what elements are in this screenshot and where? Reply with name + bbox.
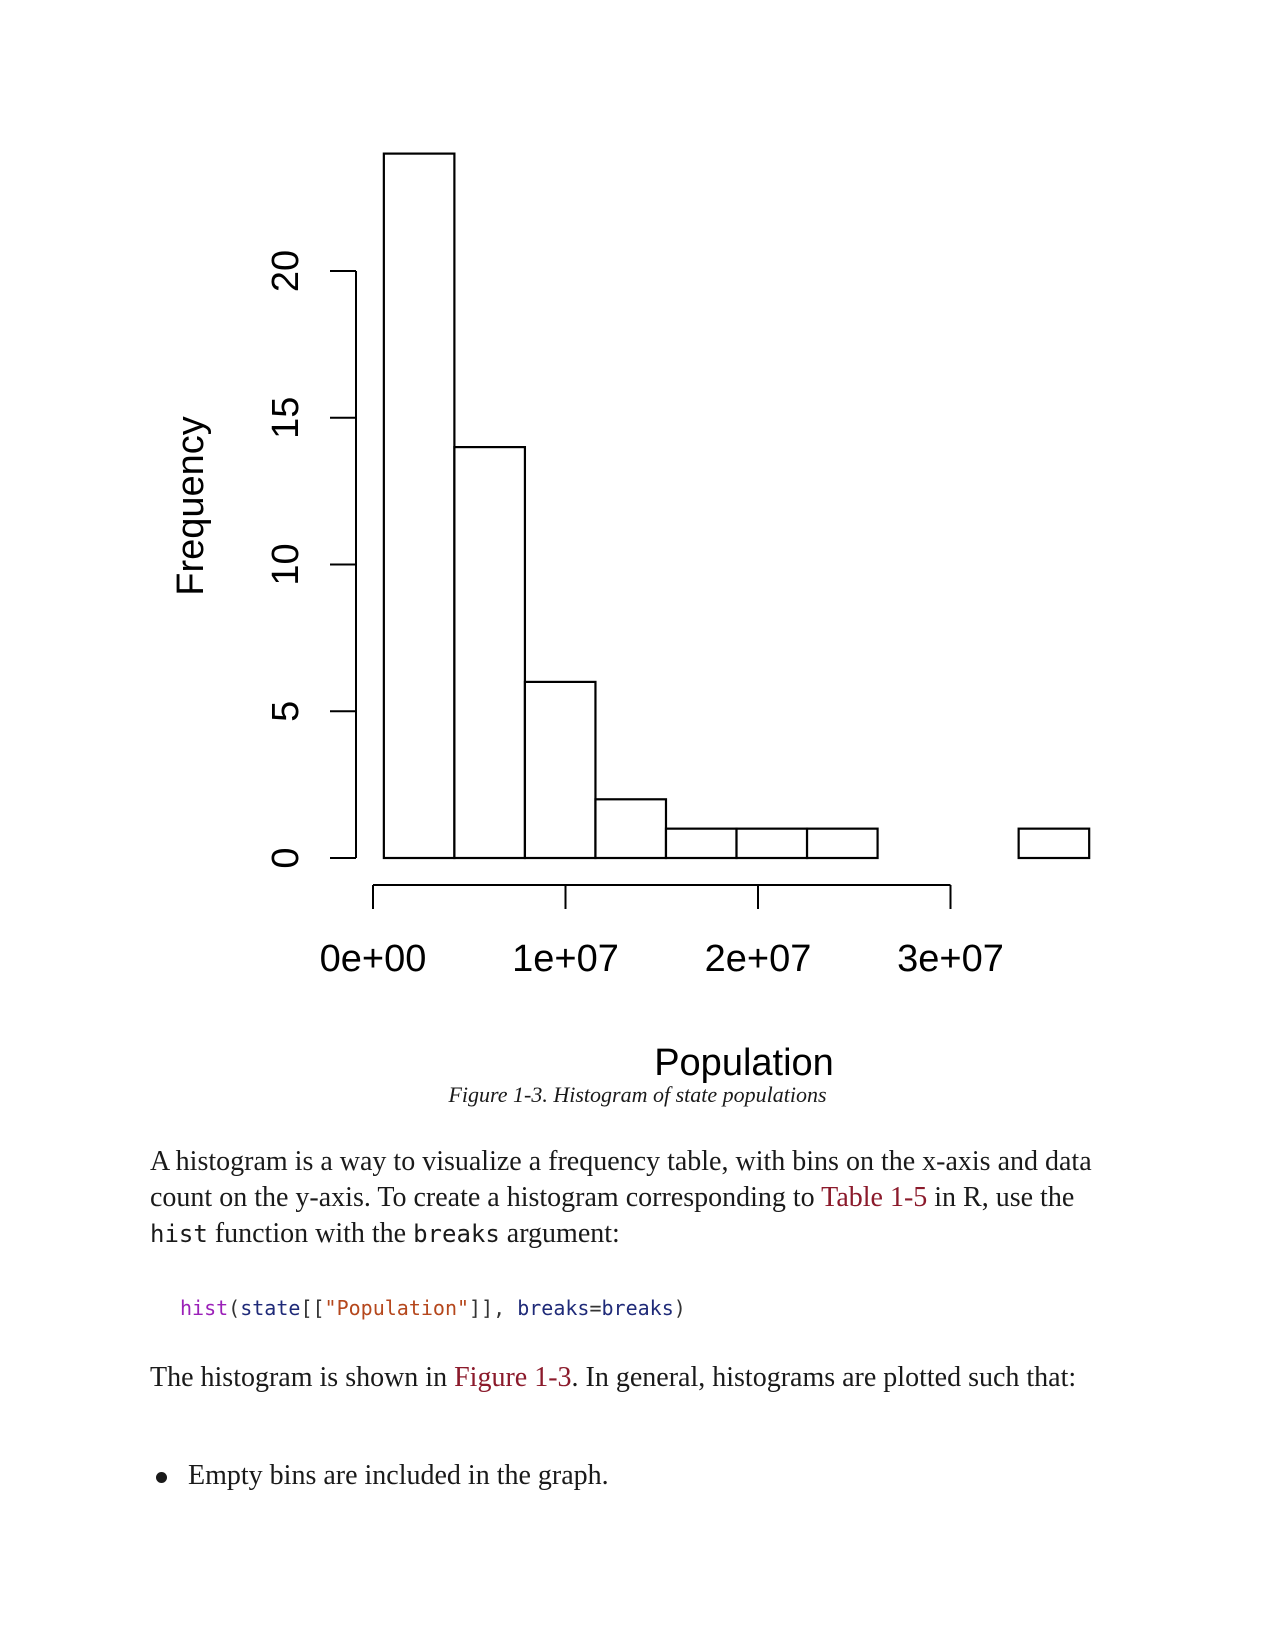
code-function: hist <box>180 1296 229 1320</box>
histogram-bar-1 <box>453 446 527 860</box>
bullet-list: Empty bins are included in the graph. <box>150 1458 609 1494</box>
x-tick-label-2e+07: 2e+07 <box>705 938 812 980</box>
paragraph-histogram-shown: The histogram is shown in Figure 1-3. In… <box>150 1360 1110 1396</box>
inline-code-breaks: breaks <box>413 1220 500 1248</box>
code-equals: = <box>589 1296 602 1320</box>
y-tick-label-0: 0 <box>265 847 307 868</box>
para1-text-1: A histogram is a way to visualize a freq… <box>150 1146 1092 1213</box>
code-identifier-state: state <box>240 1296 301 1320</box>
code-punct-2: [[ <box>300 1296 325 1320</box>
y-tick-label-15: 15 <box>265 397 307 439</box>
y-axis: 0 5 10 15 20 <box>265 250 357 869</box>
y-tick-label-5: 5 <box>265 701 307 722</box>
x-tick-label-0e+00: 0e+00 <box>320 938 427 980</box>
y-axis-label: Frequency <box>170 416 212 596</box>
x-tick-label-3e+07: 3e+07 <box>897 938 1004 980</box>
x-axis-label: Population <box>654 1042 834 1084</box>
histogram-bar-6 <box>805 827 879 860</box>
para1-text-3: function with the <box>207 1218 414 1249</box>
histogram-bar-0 <box>382 152 456 860</box>
histogram-bar-5 <box>735 827 809 860</box>
y-tick-label-10: 10 <box>265 543 307 585</box>
figure-caption: Figure 1-3. Histogram of state populatio… <box>448 1082 827 1107</box>
para2-text-2: . In general, histograms are plotted suc… <box>571 1362 1077 1393</box>
x-tick-label-1e+07: 1e+07 <box>512 938 619 980</box>
code-identifier-breaks-arg: breaks <box>517 1296 590 1320</box>
inline-code-hist: hist <box>150 1220 208 1248</box>
histogram-bar-4 <box>664 827 738 860</box>
code-identifier-breaks-val: breaks <box>601 1296 674 1320</box>
paragraph-histogram-intro: A histogram is a way to visualize a freq… <box>150 1144 1110 1252</box>
para1-text-2: in R, use the <box>927 1182 1075 1213</box>
histogram-bar-2 <box>523 680 597 860</box>
list-item: Empty bins are included in the graph. <box>150 1458 609 1494</box>
histogram-bar-3 <box>594 798 668 860</box>
y-tick-label-20: 20 <box>265 250 307 292</box>
code-punct-3: ]], <box>469 1296 518 1320</box>
code-block: hist(state[["Population"]], breaks=break… <box>180 1296 686 1320</box>
para2-text-1: The histogram is shown in <box>150 1362 455 1393</box>
code-string: "Population" <box>324 1296 470 1320</box>
para1-text-4: argument: <box>499 1218 620 1249</box>
x-axis: 0e+00 1e+07 2e+07 3e+07 <box>320 884 1004 980</box>
histogram-bar-9 <box>1017 827 1091 860</box>
link-figure-1-3[interactable]: Figure 1-3 <box>454 1362 572 1393</box>
list-item-text: Empty bins are included in the graph. <box>188 1460 609 1491</box>
bullet-icon <box>156 1472 167 1483</box>
code-punct-4: ) <box>673 1296 686 1320</box>
link-table-1-5[interactable]: Table 1-5 <box>821 1182 928 1213</box>
code-punct-1: ( <box>228 1296 241 1320</box>
histogram-bars <box>382 152 1091 860</box>
